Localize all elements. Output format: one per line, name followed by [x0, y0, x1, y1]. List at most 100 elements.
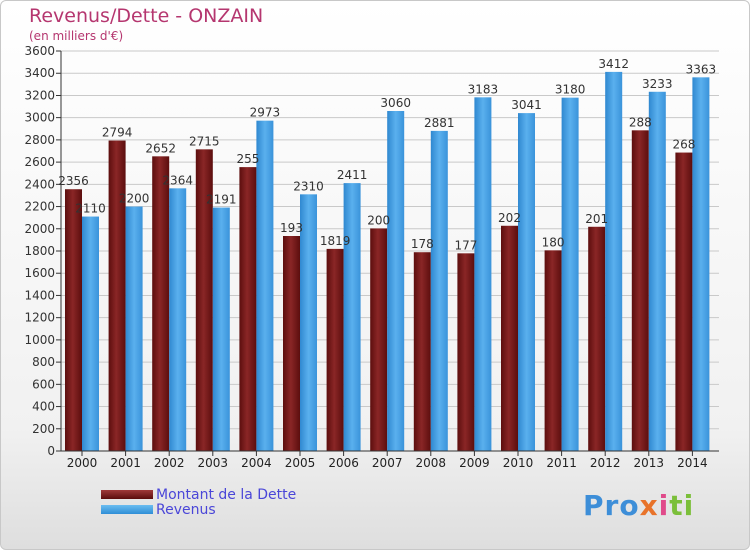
- x-tick-label: 2005: [285, 456, 316, 470]
- x-tick-label: 2006: [328, 456, 359, 470]
- y-tick-label: 1600: [24, 266, 55, 280]
- y-tick-label: 2000: [24, 222, 55, 236]
- legend-label-revenue: Revenus: [156, 501, 216, 518]
- chart-title: Revenus/Dette - ONZAIN: [29, 5, 264, 27]
- y-tick-label: 2200: [24, 200, 55, 214]
- bar-revenue: [518, 113, 535, 451]
- data-label-revenue: 2364: [162, 173, 193, 187]
- bar-debt: [283, 236, 300, 451]
- data-label-revenue: 2110: [75, 202, 106, 216]
- proxiti-logo: Proxiti: [583, 489, 694, 522]
- bar-revenue: [300, 194, 317, 452]
- data-label-debt: 2356: [58, 174, 89, 188]
- data-label-revenue: 3183: [468, 82, 499, 96]
- bar-debt: [631, 130, 649, 452]
- bar-revenue: [692, 77, 710, 451]
- x-tick-label: 2012: [590, 456, 621, 470]
- data-label-revenue: 2411: [337, 168, 368, 182]
- data-label-revenue: 2310: [293, 179, 324, 193]
- x-tick-label: 2001: [110, 456, 141, 470]
- data-label-revenue: 3060: [380, 96, 411, 110]
- y-tick-label: 600: [32, 377, 55, 391]
- bar-revenue: [256, 120, 274, 452]
- x-tick-label: 2011: [546, 456, 577, 470]
- bar-revenue: [212, 207, 230, 451]
- bar-revenue: [343, 183, 361, 451]
- y-tick-label: 3200: [24, 88, 55, 102]
- data-label-debt: 193: [280, 221, 303, 235]
- bar-debt: [326, 248, 344, 451]
- bar-debt: [370, 228, 388, 451]
- y-tick-label: 3400: [24, 66, 55, 80]
- axes: 0 200 400 600 800 1000 1200 1400 1600 1800 2000 220…: [24, 44, 719, 470]
- bar-revenue: [474, 97, 492, 451]
- bar-revenue: [648, 91, 666, 452]
- y-tick-label: 200: [32, 422, 55, 436]
- bar-debt: [152, 156, 170, 452]
- legend-item-revenue: Revenus: [101, 501, 296, 518]
- bar-debt: [195, 149, 213, 452]
- logo-part-2: x: [639, 489, 659, 522]
- bar-debt: [413, 252, 431, 451]
- bar-debt: [108, 140, 126, 452]
- bar-debt: [457, 253, 475, 451]
- x-tick-label: 2007: [372, 456, 403, 470]
- data-label-debt: 202: [498, 211, 521, 225]
- logo-part-4: ti: [669, 489, 695, 522]
- data-label-revenue: 3233: [642, 77, 673, 91]
- data-label-debt: 1819: [320, 234, 351, 248]
- data-label-debt: 2652: [145, 141, 176, 155]
- bar-debt: [501, 225, 518, 451]
- x-tick-label: 2002: [154, 456, 185, 470]
- bar-revenue: [125, 206, 143, 451]
- legend-swatch-debt: [101, 490, 153, 499]
- logo-part-3: i: [658, 489, 670, 522]
- bar-debt: [675, 152, 693, 452]
- y-tick-label: 2400: [24, 177, 55, 191]
- bar-revenue: [387, 111, 405, 451]
- legend-item-debt: Montant de la Dette: [101, 487, 296, 503]
- bar-debt: [239, 167, 257, 451]
- data-label-revenue: 2200: [119, 192, 150, 206]
- y-tick-label: 1400: [24, 288, 55, 302]
- bar-revenue: [82, 216, 99, 451]
- x-tick-label: 2004: [241, 456, 272, 470]
- bar-group: [65, 71, 710, 452]
- bar-revenue: [605, 71, 623, 451]
- bar-debt: [65, 189, 82, 451]
- y-tick-label: 400: [32, 400, 55, 414]
- x-tick-label: 2010: [503, 456, 534, 470]
- data-label-debt: 268: [672, 138, 695, 152]
- data-label-revenue: 3180: [555, 83, 586, 97]
- data-label-debt: 200: [367, 213, 390, 227]
- x-tick-label: 2003: [198, 456, 229, 470]
- bar-debt: [588, 226, 606, 451]
- y-tick-label: 2600: [24, 155, 55, 169]
- y-tick-label: 3000: [24, 111, 55, 125]
- y-tick-label: 0: [47, 444, 55, 458]
- data-label-debt: 288: [629, 115, 652, 129]
- bar-debt: [544, 250, 562, 451]
- data-label-revenue: 2191: [206, 193, 237, 207]
- bar-revenue: [169, 188, 187, 452]
- bar-revenue: [561, 97, 579, 452]
- logo-part-1: Pro: [583, 489, 640, 522]
- data-label-debt: 177: [454, 238, 477, 252]
- data-label-debt: 180: [542, 235, 565, 249]
- data-label-debt: 201: [585, 212, 608, 226]
- x-tick-label: 2000: [67, 456, 98, 470]
- data-label-revenue: 3041: [511, 98, 542, 112]
- y-tick-label: 1000: [24, 333, 55, 347]
- legend-swatch-revenue: [101, 505, 153, 514]
- legend: Montant de la Dette Revenus: [101, 487, 296, 518]
- chart-subtitle: (en milliers d'€): [29, 29, 124, 43]
- bar-revenue: [430, 130, 448, 451]
- data-label-revenue: 3412: [598, 57, 629, 71]
- x-tick-label: 2008: [416, 456, 447, 470]
- y-tick-label: 2800: [24, 133, 55, 147]
- y-tick-label: 1200: [24, 311, 55, 325]
- x-tick-label: 2013: [634, 456, 665, 470]
- data-label-debt: 178: [411, 237, 434, 251]
- data-label-revenue: 3363: [686, 62, 717, 76]
